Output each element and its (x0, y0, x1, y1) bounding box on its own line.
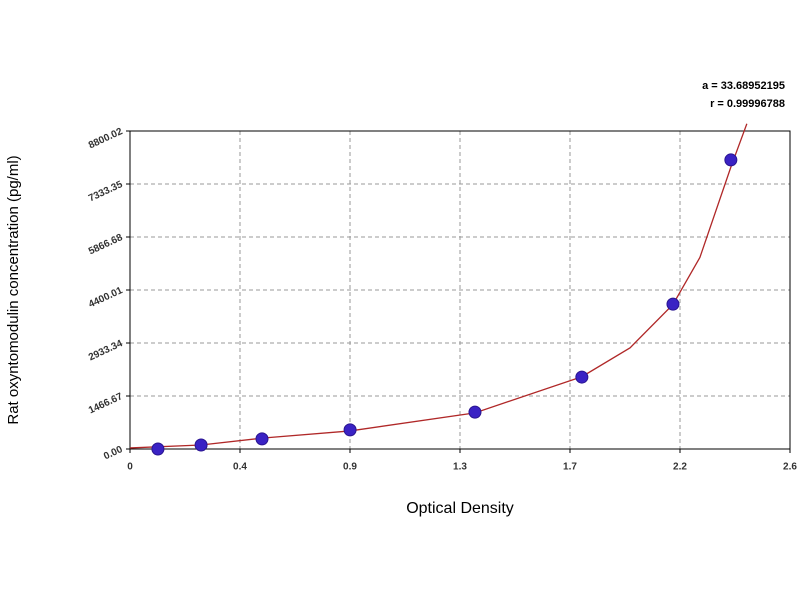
x-tick-label: 1.7 (563, 462, 577, 473)
x-tick-label: 0.4 (233, 462, 247, 473)
x-tick-label: 0 (127, 462, 133, 473)
x-tick-label: 2.6 (783, 462, 797, 473)
data-point (343, 423, 357, 437)
data-point (194, 438, 208, 452)
y-axis-title: Rat oxyntomodulin concentration (pg/ml) (5, 155, 22, 424)
x-axis-title: Optical Density (406, 500, 514, 517)
data-point (151, 442, 165, 456)
fit-parameter-r: r = 0.99996788 (710, 98, 785, 110)
data-point (468, 405, 482, 419)
x-tick-label: 2.2 (673, 462, 687, 473)
x-tick-label: 1.3 (453, 462, 467, 473)
data-point (666, 297, 680, 311)
x-tick-label: 0.9 (343, 462, 357, 473)
data-point (575, 370, 589, 384)
data-point (255, 432, 269, 446)
fit-parameter-a: a = 33.68952195 (702, 80, 785, 92)
data-point (724, 153, 738, 167)
plot-frame (129, 130, 791, 450)
